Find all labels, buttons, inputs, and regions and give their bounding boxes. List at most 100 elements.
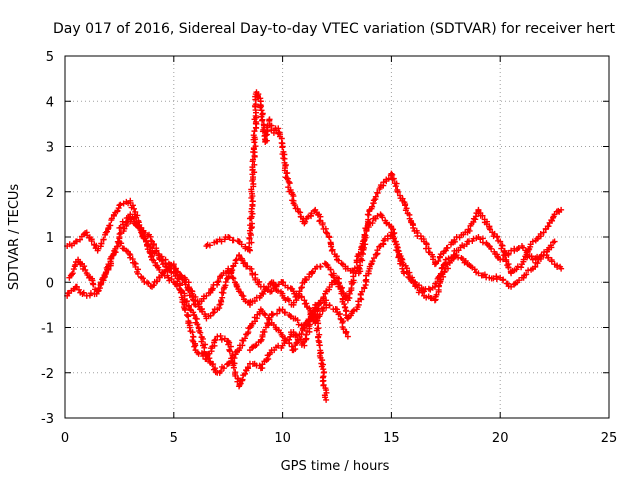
data-point: [118, 240, 125, 247]
data-point: [293, 297, 300, 304]
data-point: [360, 238, 367, 245]
chart-title: Day 017 of 2016, Sidereal Day-to-day VTE…: [53, 21, 615, 37]
y-tick-label: 5: [46, 50, 54, 65]
data-point: [248, 213, 255, 220]
data-point: [374, 247, 381, 254]
data-point: [109, 252, 116, 259]
data-point: [359, 288, 366, 295]
data-point: [248, 220, 255, 227]
data-point: [186, 324, 193, 331]
data-point: [183, 298, 190, 305]
data-point: [392, 183, 399, 190]
data-point: [259, 117, 266, 124]
data-point: [212, 336, 219, 343]
data-point: [379, 214, 386, 221]
data-point: [242, 335, 249, 342]
data-point: [230, 275, 237, 282]
data-point: [320, 294, 327, 301]
data-point: [550, 214, 557, 221]
data-point: [394, 189, 401, 196]
data-point: [323, 229, 330, 236]
data-point: [102, 229, 109, 236]
data-point: [402, 207, 409, 214]
data-point: [341, 301, 348, 308]
data-point: [291, 202, 298, 209]
data-point: [269, 311, 276, 318]
data-point: [342, 330, 349, 337]
y-tick-label: 2: [46, 186, 54, 201]
data-point: [280, 155, 287, 162]
data-point: [303, 277, 310, 284]
data-point: [302, 218, 309, 225]
data-point: [218, 289, 225, 296]
data-point: [390, 175, 397, 182]
data-point: [479, 212, 486, 219]
data-point: [323, 396, 330, 403]
data-point: [230, 364, 237, 371]
data-point: [532, 263, 539, 270]
data-point: [98, 240, 105, 247]
data-point: [82, 266, 89, 273]
data-point: [286, 336, 293, 343]
series-track-f: [246, 229, 565, 354]
data-point: [81, 263, 88, 270]
data-point: [167, 261, 173, 268]
data-point: [230, 237, 237, 244]
data-point: [499, 242, 506, 249]
x-tick-label: 15: [383, 431, 400, 446]
data-point: [280, 279, 287, 286]
data-point: [435, 258, 442, 265]
data-points: [64, 89, 565, 403]
data-point: [125, 214, 132, 221]
data-point: [502, 252, 509, 259]
data-point: [500, 276, 507, 283]
data-point: [220, 365, 227, 372]
data-point: [86, 274, 93, 281]
data-point: [211, 309, 218, 316]
data-point: [202, 341, 209, 348]
data-point: [238, 241, 245, 248]
data-point: [328, 243, 335, 250]
data-point: [335, 280, 342, 287]
data-point: [498, 245, 505, 252]
data-point: [430, 256, 437, 263]
data-point: [80, 289, 87, 296]
data-point: [294, 205, 301, 212]
data-point: [268, 288, 275, 295]
data-point: [107, 222, 114, 229]
data-point: [203, 356, 210, 363]
data-point: [349, 308, 356, 315]
x-tick-label: 5: [170, 431, 178, 446]
data-point: [437, 270, 444, 277]
data-point: [251, 161, 258, 168]
data-point: [361, 232, 368, 239]
data-point: [465, 226, 472, 233]
data-point: [511, 281, 518, 288]
data-point: [102, 271, 109, 278]
data-point: [558, 206, 565, 213]
data-point: [332, 277, 339, 284]
data-point: [274, 287, 281, 294]
data-point: [329, 246, 336, 253]
data-point: [97, 279, 104, 286]
data-point: [298, 284, 305, 291]
data-point: [493, 276, 500, 283]
data-point: [165, 274, 172, 281]
data-point: [250, 149, 257, 156]
data-point: [131, 205, 137, 212]
data-point: [229, 274, 236, 281]
data-point: [374, 190, 381, 197]
data-point: [260, 290, 267, 297]
data-point: [266, 316, 273, 323]
data-point: [335, 257, 342, 264]
data-point: [529, 238, 536, 245]
data-point: [252, 342, 259, 349]
x-tick-label: 20: [492, 431, 509, 446]
data-point: [195, 350, 202, 357]
data-point: [423, 241, 430, 248]
data-point: [77, 236, 84, 243]
data-point: [327, 266, 334, 273]
data-point: [119, 218, 126, 225]
data-point: [445, 255, 452, 262]
data-point: [413, 281, 420, 288]
